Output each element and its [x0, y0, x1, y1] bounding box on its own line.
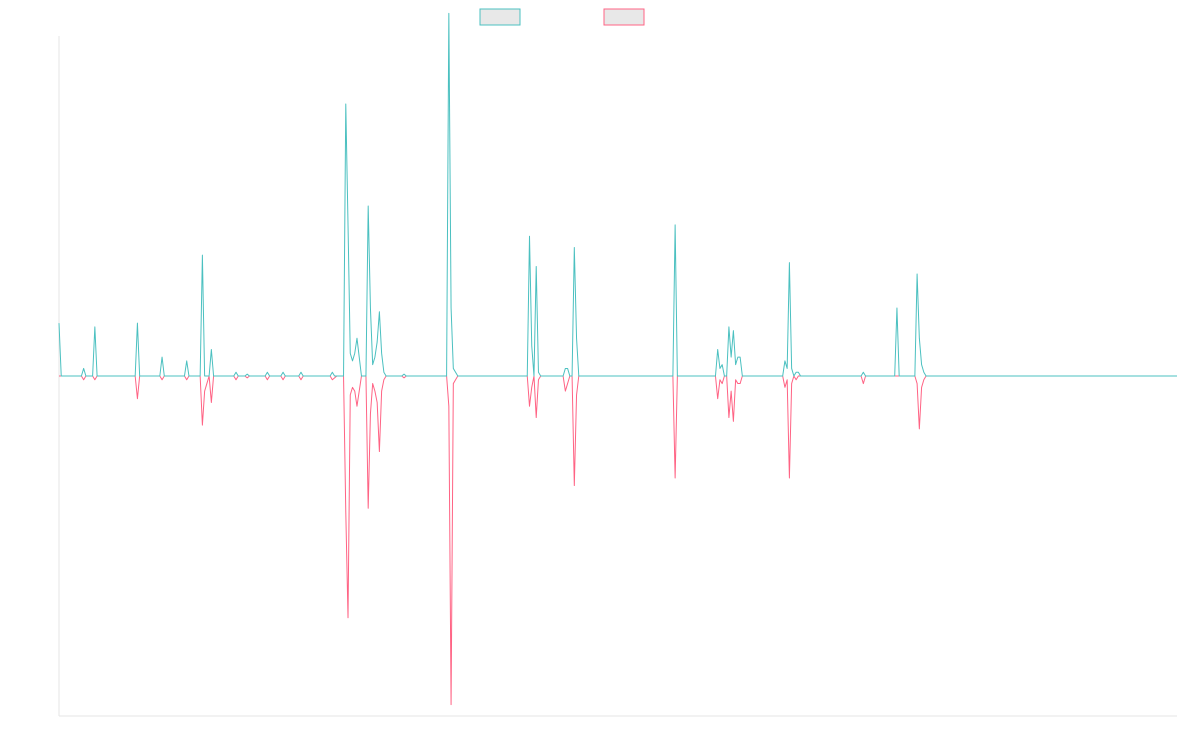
series-line-1: [58, 12, 1177, 377]
series-group: [58, 12, 1177, 706]
legend-swatch-1[interactable]: [479, 8, 521, 26]
series-line-2: [59, 375, 1177, 706]
legend-swatch-2[interactable]: [603, 8, 645, 26]
legend: [479, 8, 645, 26]
